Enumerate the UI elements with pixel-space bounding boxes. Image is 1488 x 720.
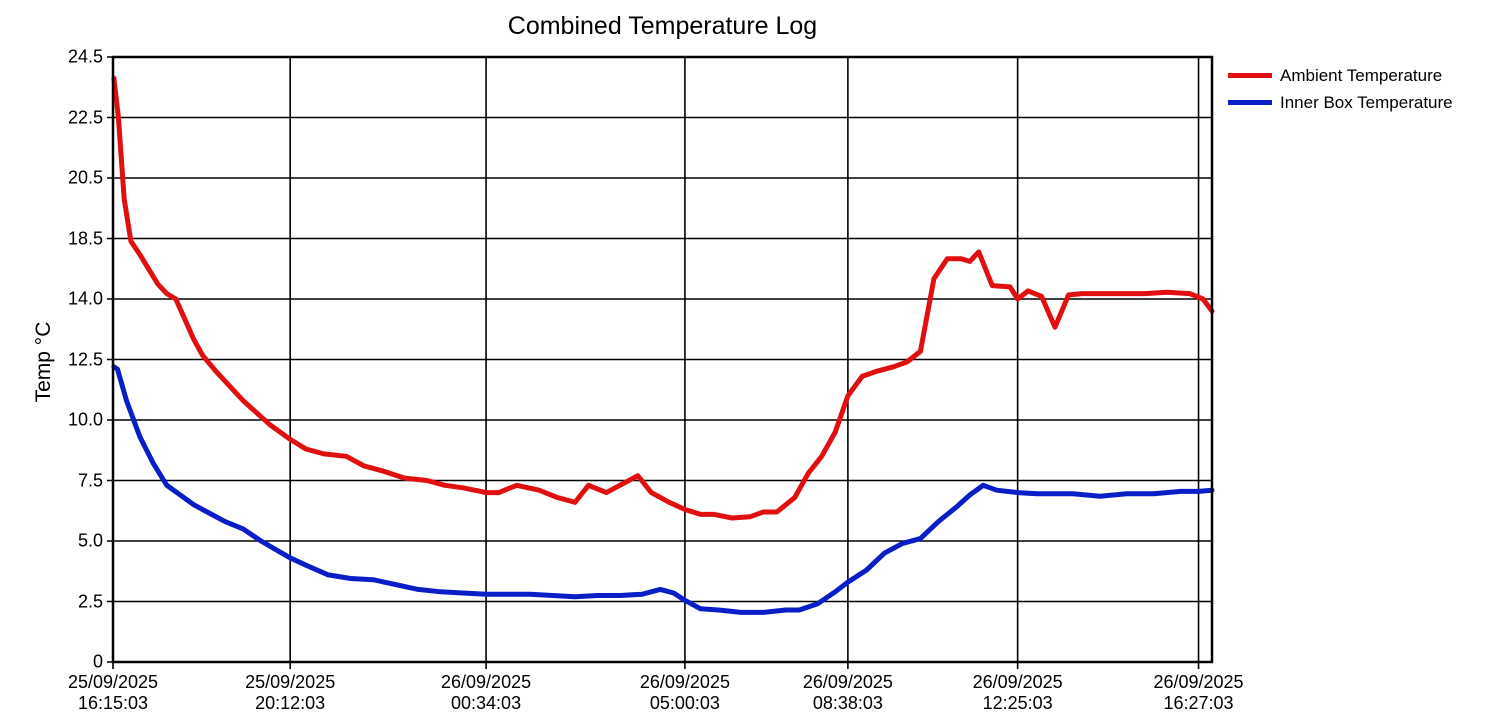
y-tick-label: 10.0 xyxy=(67,409,103,430)
x-tick-label: 25/09/2025 16:15:03 xyxy=(67,672,159,713)
series-line xyxy=(111,75,1215,521)
x-tick-label: 26/09/2025 12:25:03 xyxy=(972,672,1063,713)
x-tick-label: 26/09/2025 16:27:03 xyxy=(1153,672,1244,713)
x-tick-label: 25/09/2025 20:12:03 xyxy=(245,672,336,713)
gridlines xyxy=(107,56,1212,669)
y-tick-label: 7.5 xyxy=(77,470,103,490)
legend-label: Ambient Temperature xyxy=(1280,65,1443,85)
legend: Ambient Temperature Inner Box Temperatur… xyxy=(1228,62,1453,116)
data-series xyxy=(111,75,1215,615)
y-tick-label: 5.0 xyxy=(77,530,103,551)
series-line xyxy=(111,364,1215,615)
chart-title: Combined Temperature Log xyxy=(507,12,818,40)
x-tick-label: 26/09/2025 00:34:03 xyxy=(441,672,532,713)
y-tick-label: 24.5 xyxy=(67,46,103,67)
y-tick-label: 14.0 xyxy=(67,288,103,309)
legend-item-ambient[interactable]: Ambient Temperature xyxy=(1228,62,1453,89)
y-tick-label: 0 xyxy=(92,651,103,672)
plot-frame xyxy=(111,55,1214,664)
y-tick-label: 18.5 xyxy=(67,228,103,248)
legend-item-inner-box[interactable]: Inner Box Temperature xyxy=(1228,89,1453,116)
x-tick-label: 26/09/2025 08:38:03 xyxy=(802,672,893,713)
legend-swatch-red xyxy=(1228,73,1272,78)
y-tick-label: 20.5 xyxy=(67,167,103,188)
y-tick-label: 2.5 xyxy=(77,591,103,611)
y-tick-label: 12.5 xyxy=(67,349,103,369)
legend-swatch-blue xyxy=(1228,100,1272,105)
x-tick-label: 26/09/2025 05:00:03 xyxy=(639,672,730,713)
y-tick-label: 22.5 xyxy=(67,107,103,127)
legend-label: Inner Box Temperature xyxy=(1280,92,1453,112)
